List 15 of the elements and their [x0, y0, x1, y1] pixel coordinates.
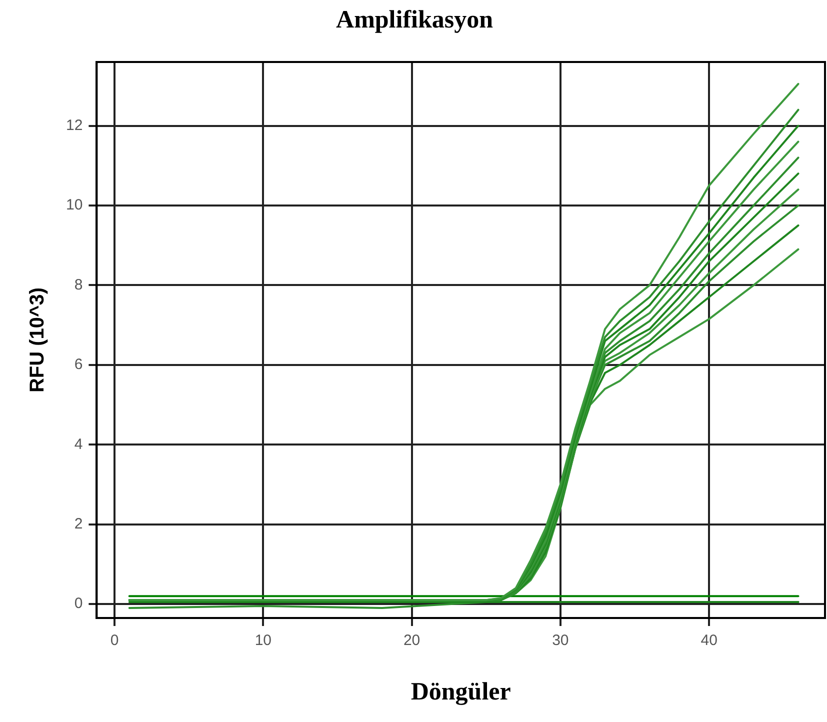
y-tick-label: 6: [74, 356, 83, 374]
y-axis-title: RFU (10^3): [26, 287, 49, 393]
x-tick-label: 20: [403, 632, 420, 650]
x-tick-label: 10: [254, 632, 272, 650]
x-tick-label: 0: [110, 632, 119, 650]
x-tick-label: 40: [700, 632, 718, 650]
y-tick-label: 0: [74, 595, 83, 612]
y-tick-label: 8: [74, 276, 83, 294]
y-tick-label: 2: [74, 515, 83, 532]
y-tick-label: 10: [66, 196, 83, 214]
chart-title: Amplifikasyon: [336, 6, 494, 34]
x-axis-title: Döngüler: [410, 678, 511, 706]
y-tick-label: 4: [74, 436, 83, 453]
y-tick-label: 12: [66, 116, 83, 134]
x-tick-label: 30: [552, 632, 569, 650]
